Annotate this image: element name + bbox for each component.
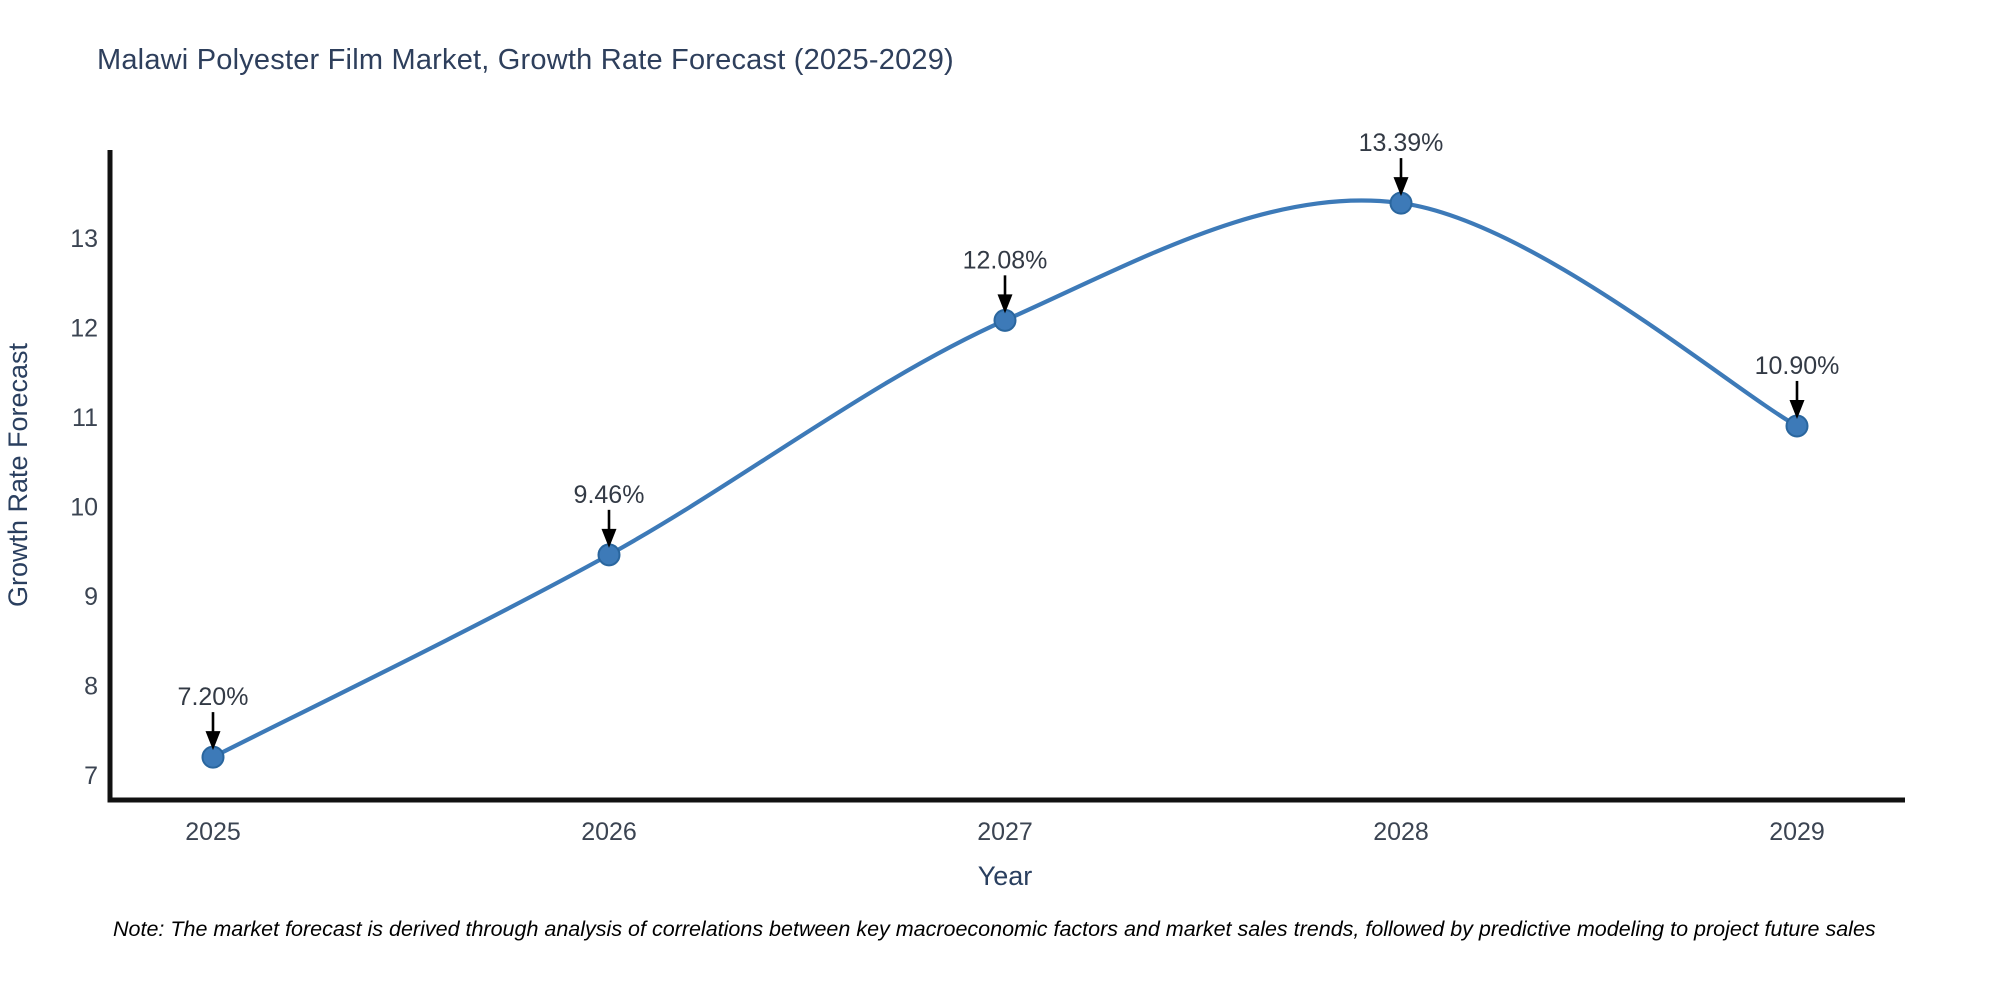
x-tick-labels-group: 2025 2026 2027 2028 2029 <box>185 818 1825 846</box>
y-tick-labels-group: 7 8 9 10 11 12 13 <box>70 225 98 790</box>
y-tick-label: 12 <box>70 315 98 343</box>
chart-title: Malawi Polyester Film Market, Growth Rat… <box>97 44 954 76</box>
x-tick-label: 2029 <box>1769 818 1825 846</box>
annotations-group: 7.20% 9.46% 12.08% 13.39% 10.90% <box>178 129 1840 751</box>
annotation-label: 10.90% <box>1755 352 1840 380</box>
y-tick-label: 9 <box>84 583 98 611</box>
y-axis-title: Growth Rate Forecast <box>3 342 33 607</box>
annotation-arrowhead <box>601 528 617 548</box>
annotation-arrowhead <box>1789 399 1805 419</box>
x-tick-label: 2025 <box>185 818 241 846</box>
y-tick-label: 7 <box>84 762 98 790</box>
annotation-arrowhead <box>205 731 221 751</box>
y-tick-label: 10 <box>70 494 98 522</box>
footnote: Note: The market forecast is derived thr… <box>113 917 1876 941</box>
x-axis-title: Year <box>978 861 1033 891</box>
annotation-arrowhead <box>997 294 1013 314</box>
annotation-label: 7.20% <box>178 683 249 711</box>
annotation-label: 13.39% <box>1359 129 1444 157</box>
x-tick-label: 2028 <box>1373 818 1429 846</box>
y-tick-label: 8 <box>84 673 98 701</box>
x-tick-label: 2027 <box>977 818 1033 846</box>
annotation-arrowhead <box>1393 177 1409 197</box>
x-tick-label: 2026 <box>581 818 637 846</box>
y-tick-label: 11 <box>72 404 98 432</box>
annotation-label: 9.46% <box>574 481 645 509</box>
annotation-label: 12.08% <box>963 246 1048 274</box>
y-tick-label: 13 <box>70 225 98 253</box>
